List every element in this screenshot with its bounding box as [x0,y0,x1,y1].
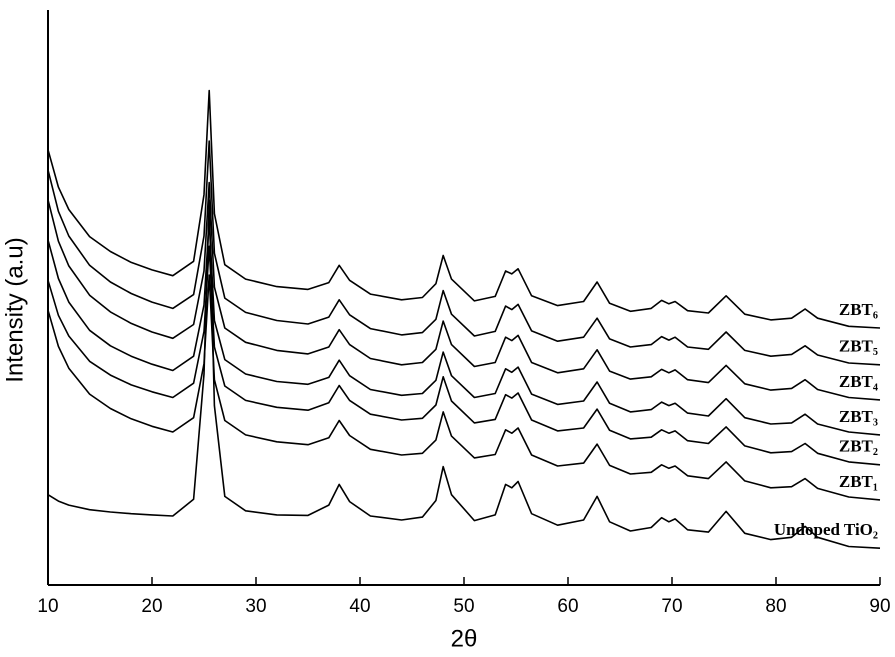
x-tick-label: 40 [349,596,370,617]
series-line [47,199,881,549]
series-line [47,219,881,436]
series-label: ZBT₆ [839,300,878,319]
series-label: ZBT₅ [839,337,878,356]
x-tick-label: 20 [141,596,162,617]
series-label: ZBT₄ [839,372,878,391]
series-label: ZBT₂ [839,437,878,456]
x-tick-label: 60 [557,596,578,617]
x-tick-label: 50 [453,596,474,617]
series-label: Undoped TiO₂ [774,520,878,539]
x-tick-label: 30 [245,596,266,617]
series-line [47,245,881,466]
x-tick-label: 10 [37,596,58,617]
series-label: ZBT₁ [839,472,878,491]
x-tick-label: 80 [765,596,786,617]
x-tick-label: 70 [661,596,682,617]
y-axis-title: Intensity (a.u) [1,237,28,382]
series-label: ZBT₃ [839,407,878,426]
series-line [47,181,881,401]
x-axis-title: 2θ [451,625,478,652]
series-line [47,89,881,329]
series-line [47,140,881,366]
x-tick-label: 90 [869,596,890,617]
series-line [47,274,881,501]
